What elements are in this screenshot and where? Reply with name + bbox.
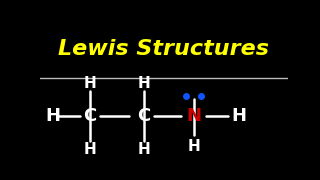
- Text: H: H: [231, 107, 246, 125]
- Text: N: N: [186, 107, 201, 125]
- Text: H: H: [188, 139, 200, 154]
- Text: H: H: [45, 107, 60, 125]
- Text: Lewis Structures: Lewis Structures: [59, 39, 269, 59]
- Text: H: H: [83, 142, 96, 157]
- Text: C: C: [138, 107, 151, 125]
- Text: C: C: [83, 107, 96, 125]
- Text: H: H: [138, 142, 150, 157]
- Text: H: H: [83, 76, 96, 91]
- Text: H: H: [138, 76, 150, 91]
